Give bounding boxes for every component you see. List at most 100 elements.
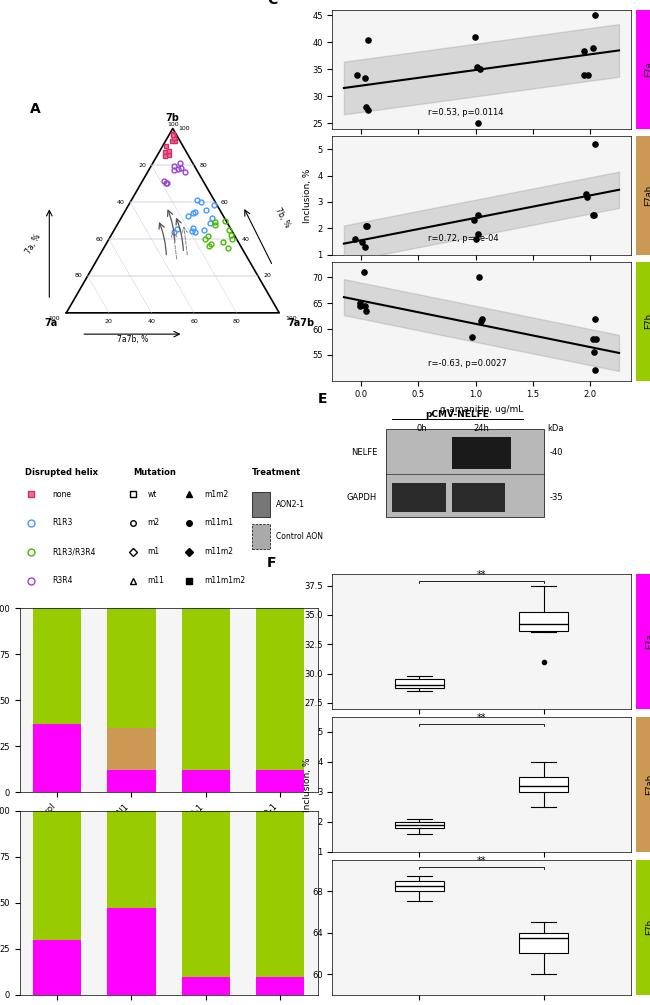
Text: -40: -40 xyxy=(550,448,564,457)
Point xyxy=(472,58,482,74)
Text: 40: 40 xyxy=(242,236,250,241)
Point xyxy=(361,218,372,234)
Bar xyxy=(107,608,155,728)
Bar xyxy=(181,770,229,792)
Text: R1R3: R1R3 xyxy=(52,519,73,528)
Point xyxy=(589,345,599,361)
PathPatch shape xyxy=(395,880,444,891)
Point xyxy=(473,225,483,241)
Text: 60: 60 xyxy=(96,236,103,241)
Bar xyxy=(33,724,81,792)
Point xyxy=(590,332,601,348)
Point xyxy=(589,207,599,223)
Point xyxy=(473,116,483,132)
Text: 7b, %: 7b, % xyxy=(273,206,291,230)
Bar xyxy=(255,977,304,995)
Point xyxy=(579,66,590,82)
Text: 20: 20 xyxy=(263,273,271,278)
Text: 100: 100 xyxy=(48,316,60,321)
Point xyxy=(477,311,488,327)
Point xyxy=(469,212,479,228)
Point xyxy=(590,311,601,327)
Text: r=-0.63, p=0.0027: r=-0.63, p=0.0027 xyxy=(428,360,506,369)
Text: m11m1m2: m11m1m2 xyxy=(204,576,246,585)
Bar xyxy=(255,608,304,770)
Bar xyxy=(452,437,512,468)
Point xyxy=(350,231,360,247)
Point xyxy=(362,32,372,48)
Text: Mutation: Mutation xyxy=(133,467,176,476)
Text: 0h: 0h xyxy=(417,424,427,433)
Bar xyxy=(33,811,81,940)
Text: R1R3/R3R4: R1R3/R3R4 xyxy=(52,548,96,557)
Text: 7b: 7b xyxy=(166,114,179,124)
Text: GAPDH: GAPDH xyxy=(347,492,377,501)
Text: pCMV-NELFE: pCMV-NELFE xyxy=(426,410,489,419)
Y-axis label: Inclusion, %: Inclusion, % xyxy=(303,757,312,812)
Point xyxy=(590,363,601,379)
Text: 20: 20 xyxy=(138,163,146,168)
Point xyxy=(590,7,601,23)
Text: 7a, %: 7a, % xyxy=(24,232,43,255)
Bar xyxy=(255,770,304,792)
Bar xyxy=(255,811,304,977)
PathPatch shape xyxy=(395,822,444,828)
Bar xyxy=(386,428,544,518)
Point xyxy=(359,264,370,280)
PathPatch shape xyxy=(519,612,568,631)
Bar xyxy=(392,483,446,512)
Text: m11m1: m11m1 xyxy=(204,519,233,528)
Text: 7a7b: 7a7b xyxy=(288,319,315,329)
Bar xyxy=(33,940,81,995)
Point xyxy=(360,239,370,255)
Point xyxy=(361,303,371,319)
Text: r=0.72, p=4e-04: r=0.72, p=4e-04 xyxy=(428,233,499,242)
Text: kDa: kDa xyxy=(548,424,564,433)
Bar xyxy=(252,491,270,517)
Text: 100: 100 xyxy=(285,316,297,321)
Point xyxy=(360,99,370,116)
Text: 60: 60 xyxy=(221,200,228,205)
Text: C: C xyxy=(267,0,277,7)
Legend: E7b, E7ab, E7a: E7b, E7ab, E7a xyxy=(366,603,409,643)
Point xyxy=(359,69,370,85)
Text: **: ** xyxy=(476,570,486,580)
Bar xyxy=(107,770,155,792)
Text: AON2-1: AON2-1 xyxy=(276,499,305,509)
Text: A: A xyxy=(30,102,41,116)
Bar xyxy=(252,525,270,550)
Text: Control AON: Control AON xyxy=(276,533,323,542)
Text: 80: 80 xyxy=(75,273,83,278)
Text: Disrupted helix: Disrupted helix xyxy=(25,467,98,476)
Text: 100: 100 xyxy=(167,123,179,128)
Legend: E7b, E7ab, E7a: E7b, E7ab, E7a xyxy=(366,805,409,846)
Point xyxy=(470,29,480,45)
Point xyxy=(467,329,477,345)
Text: 7a7b, %: 7a7b, % xyxy=(117,335,148,344)
Text: m2: m2 xyxy=(148,519,160,528)
Text: F: F xyxy=(267,556,276,570)
Text: m1m2: m1m2 xyxy=(204,489,229,498)
Y-axis label: Inclusion, %: Inclusion, % xyxy=(303,168,312,223)
Point xyxy=(354,297,365,314)
Text: 80: 80 xyxy=(233,320,240,325)
Text: -35: -35 xyxy=(550,492,564,501)
Text: Treatment: Treatment xyxy=(252,467,301,476)
Text: **: ** xyxy=(476,856,486,866)
Point xyxy=(361,218,372,234)
PathPatch shape xyxy=(395,679,444,687)
Point xyxy=(582,66,593,82)
Text: 60: 60 xyxy=(190,320,198,325)
Text: NELFE: NELFE xyxy=(351,448,377,457)
Point xyxy=(355,295,365,312)
PathPatch shape xyxy=(519,777,568,792)
Text: m1: m1 xyxy=(148,548,160,557)
Text: E: E xyxy=(318,392,327,406)
Point xyxy=(581,186,592,202)
Text: wt: wt xyxy=(148,489,157,498)
Point xyxy=(582,189,592,205)
Point xyxy=(588,40,599,56)
Text: 80: 80 xyxy=(200,163,207,168)
Text: r=0.53, p=0.0114: r=0.53, p=0.0114 xyxy=(428,108,503,117)
Text: m11: m11 xyxy=(148,576,164,585)
